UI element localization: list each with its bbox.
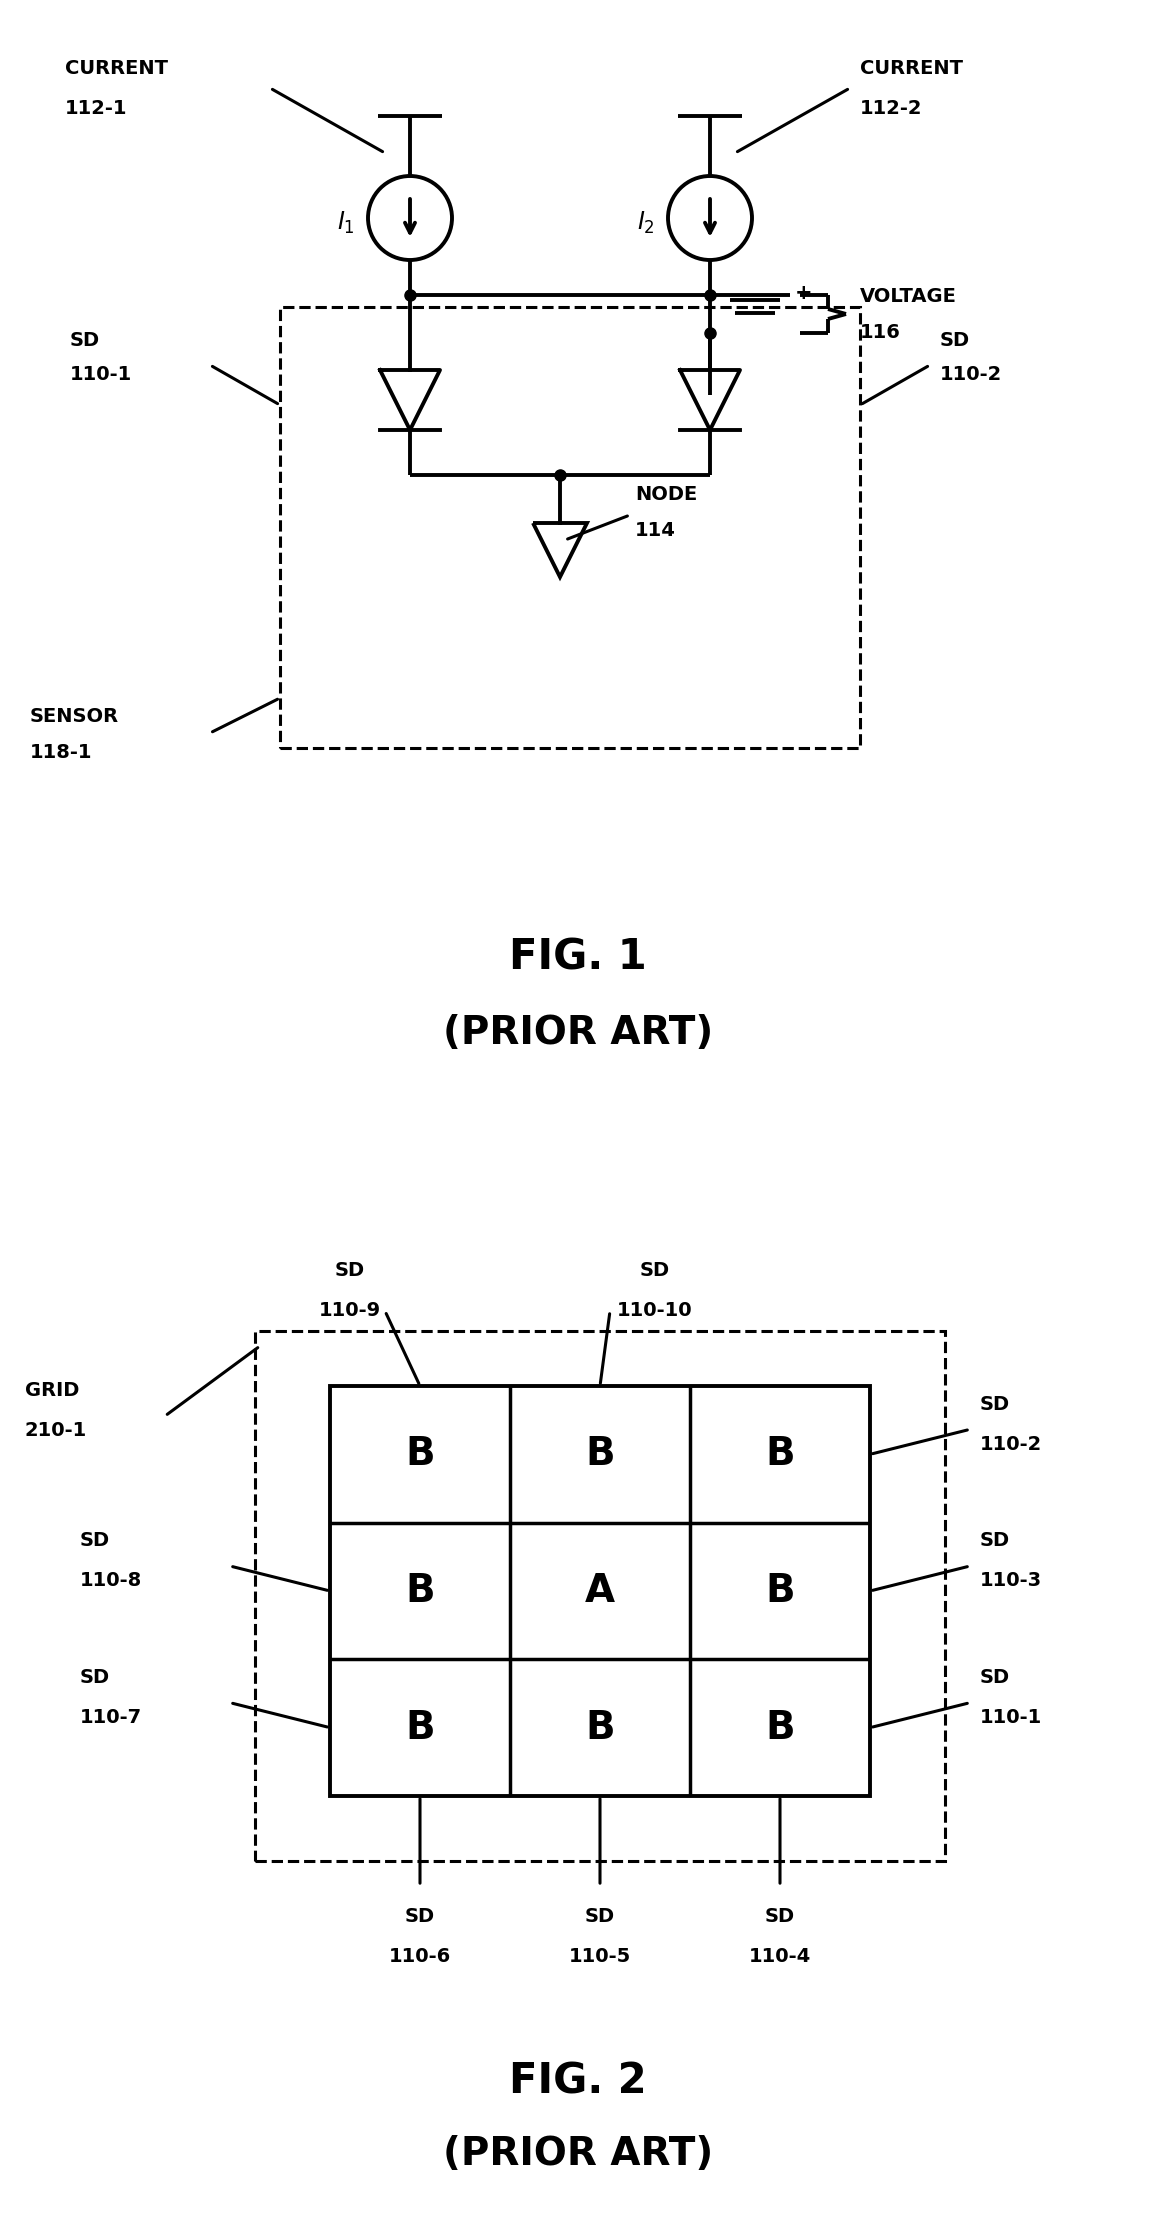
Text: FIG. 1: FIG. 1 (509, 937, 647, 979)
Text: CURRENT: CURRENT (65, 58, 168, 78)
Text: 110-2: 110-2 (940, 364, 1002, 385)
Text: SD: SD (980, 1395, 1010, 1413)
Text: $I_2$: $I_2$ (637, 210, 655, 237)
Text: 110-7: 110-7 (80, 1708, 142, 1726)
Text: CURRENT: CURRENT (860, 58, 963, 78)
Text: 110-1: 110-1 (71, 364, 132, 385)
Text: 116: 116 (860, 322, 901, 342)
Text: A: A (585, 1572, 615, 1610)
Text: SD: SD (940, 331, 970, 349)
Text: B: B (406, 1436, 435, 1474)
Text: SD: SD (980, 1532, 1010, 1550)
Text: SD: SD (335, 1261, 365, 1281)
Text: SD: SD (80, 1668, 110, 1688)
Text: B: B (585, 1708, 615, 1746)
Text: SENSOR: SENSOR (30, 707, 119, 724)
Text: (PRIOR ART): (PRIOR ART) (443, 1013, 713, 1051)
Text: $I_1$: $I_1$ (338, 210, 355, 237)
Text: 110-8: 110-8 (80, 1572, 142, 1590)
Text: 110-2: 110-2 (980, 1436, 1043, 1453)
Text: 112-1: 112-1 (65, 98, 127, 119)
Text: B: B (765, 1572, 795, 1610)
Text: 110-3: 110-3 (980, 1572, 1042, 1590)
Bar (329, 1386, 870, 1796)
Text: B: B (406, 1572, 435, 1610)
Text: 110-1: 110-1 (980, 1708, 1043, 1726)
Text: 114: 114 (635, 521, 676, 539)
Text: 110-4: 110-4 (749, 1948, 812, 1965)
Text: SD: SD (80, 1532, 110, 1550)
Text: VOLTAGE: VOLTAGE (860, 286, 957, 306)
Text: B: B (585, 1436, 615, 1474)
Text: SD: SD (585, 1907, 615, 1925)
Text: SD: SD (765, 1907, 795, 1925)
Text: SD: SD (980, 1668, 1010, 1688)
Text: 112-2: 112-2 (860, 98, 922, 119)
Text: NODE: NODE (635, 485, 697, 505)
Text: 210-1: 210-1 (25, 1422, 87, 1440)
Text: 110-5: 110-5 (569, 1948, 631, 1965)
Text: 110-9: 110-9 (319, 1301, 381, 1321)
Text: GRID: GRID (25, 1382, 80, 1400)
Text: B: B (765, 1708, 795, 1746)
Text: FIG. 2: FIG. 2 (509, 2059, 647, 2102)
Text: SD: SD (71, 331, 101, 349)
Text: B: B (765, 1436, 795, 1474)
Text: (PRIOR ART): (PRIOR ART) (443, 2135, 713, 2173)
Text: +: + (795, 284, 813, 304)
Text: 110-10: 110-10 (617, 1301, 692, 1321)
Text: SD: SD (405, 1907, 435, 1925)
Text: SD: SD (640, 1261, 670, 1281)
Text: 110-6: 110-6 (388, 1948, 451, 1965)
Text: B: B (406, 1708, 435, 1746)
Text: 118-1: 118-1 (30, 742, 92, 762)
